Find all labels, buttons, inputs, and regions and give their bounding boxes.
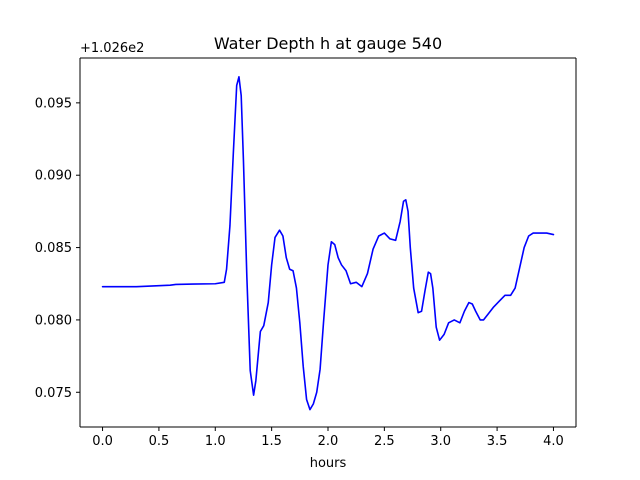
series-layer [101, 76, 555, 411]
x-tick-label: 1.5 [261, 434, 282, 449]
x-tick-label: 4.0 [543, 434, 564, 449]
y-tick-label: 0.080 [35, 313, 72, 328]
y-tick-label: 0.085 [35, 241, 72, 256]
x-tick-label: 3.5 [487, 434, 508, 449]
x-tick-label: 3.0 [430, 434, 451, 449]
x-tick-label: 1.0 [205, 434, 226, 449]
x-axis-ticks: 0.0 0.5 1.0 1.5 2.0 2.5 3.0 3.5 4.0 [92, 427, 564, 449]
chart-title: Water Depth h at gauge 540 [214, 34, 442, 53]
y-axis-ticks: 0.075 0.080 0.085 0.090 0.095 [35, 96, 80, 401]
y-axis-offset-label: +1.026e2 [80, 41, 144, 56]
y-tick-label: 0.090 [35, 169, 72, 184]
x-tick-label: 2.0 [318, 434, 339, 449]
y-tick-label: 0.095 [35, 96, 72, 111]
x-tick-label: 2.5 [374, 434, 395, 449]
x-axis-label: hours [310, 456, 347, 471]
series-line-0 [101, 76, 555, 411]
x-tick-label: 0.5 [149, 434, 170, 449]
plot-area [80, 58, 576, 427]
x-tick-label: 0.0 [92, 434, 113, 449]
y-tick-label: 0.075 [35, 386, 72, 401]
